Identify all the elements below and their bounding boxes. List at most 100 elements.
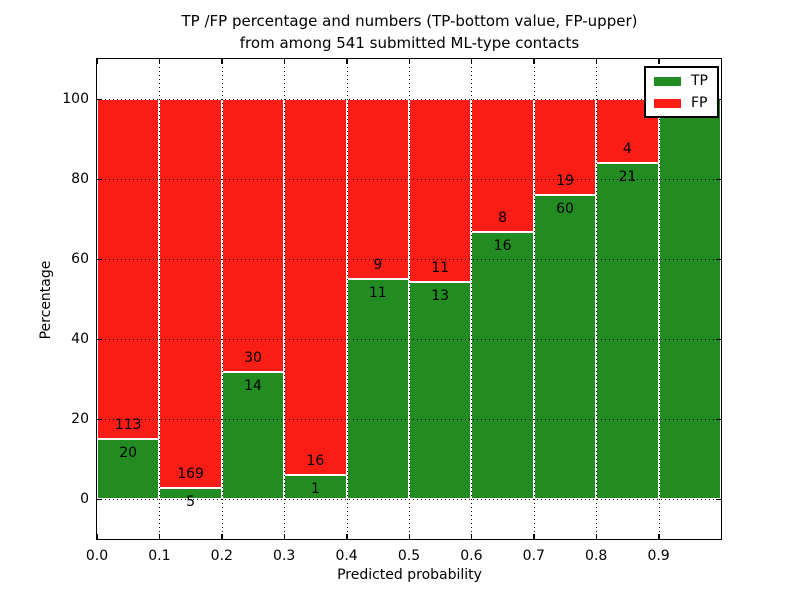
- y-gridline: [97, 339, 721, 340]
- y-tick-label: 100: [62, 91, 89, 107]
- x-gridline: [533, 59, 535, 539]
- chart-title: TP /FP percentage and numbers (TP-bottom…: [97, 10, 722, 54]
- bar-count-label-fp: 113: [114, 416, 142, 433]
- y-tick-right: [716, 178, 721, 180]
- x-tick-bottom: [96, 534, 98, 539]
- bar-count-label-fp: 16: [306, 453, 325, 470]
- bar-count-label-fp: 4: [622, 141, 632, 157]
- x-tick-label: 0.8: [585, 548, 608, 564]
- bar-count-label-tp: 20: [119, 444, 138, 461]
- x-tick-bottom: [533, 534, 535, 539]
- x-tick-bottom: [595, 534, 598, 539]
- x-tick-bottom: [658, 534, 660, 539]
- bar-count-label-tp: 14: [244, 377, 262, 394]
- legend-item-tp: TP: [654, 74, 708, 88]
- x-tick-top: [283, 59, 286, 64]
- x-tick-bottom: [158, 534, 161, 539]
- y-tick-right: [716, 258, 721, 260]
- x-gridline: [471, 59, 473, 539]
- bar-count-label-tp: 16: [493, 238, 512, 255]
- y-tick-label: 80: [71, 171, 89, 187]
- x-tick-top: [658, 59, 660, 64]
- bar-segment-fp: [409, 99, 472, 283]
- x-tick-bottom: [470, 534, 473, 539]
- x-gridline: [284, 59, 286, 539]
- bar-segment-fp: [346, 99, 409, 279]
- x-tick-top: [96, 59, 98, 64]
- x-tick-top: [595, 59, 598, 64]
- x-tick-label: 0.1: [148, 548, 171, 564]
- bar-count-label-fp: 169: [177, 465, 204, 482]
- x-tick-label: 0.7: [522, 548, 545, 564]
- x-gridline: [409, 59, 410, 539]
- bar-segment-tp: [409, 282, 472, 499]
- bar-count-label-tp: 21: [618, 169, 637, 185]
- y-gridline: [97, 179, 721, 180]
- bar-segment-fp: [221, 99, 285, 372]
- x-tick-label: 0.0: [85, 548, 109, 564]
- y-tick-label: 0: [80, 491, 89, 507]
- y-gridline: [97, 419, 721, 420]
- bar-count-label-fp: 30: [244, 349, 262, 366]
- bar-count-label-fp: 11: [431, 260, 450, 277]
- x-gridline: [159, 59, 161, 539]
- x-tick-label: 0.3: [273, 548, 296, 564]
- y-gridline: [97, 99, 721, 100]
- bar-count-label-tp: 1: [310, 481, 320, 498]
- legend-swatch-fp-icon: [654, 98, 681, 108]
- plot-area: TP FP 1132016953014161911111381619604211…: [62, 58, 722, 564]
- bar-segment-tp: [596, 163, 659, 499]
- y-tick-right: [716, 418, 721, 420]
- y-tick-right: [716, 498, 721, 500]
- x-tick-top: [158, 59, 161, 64]
- bar-count-label-fp: 8: [498, 210, 508, 227]
- x-tick-top: [470, 59, 473, 64]
- bar-segment-fp: [97, 99, 160, 439]
- bar-segment-tp: [471, 232, 534, 499]
- x-tick-bottom: [221, 534, 223, 539]
- chart-title-line1: TP /FP percentage and numbers (TP-bottom…: [181, 12, 638, 30]
- x-tick-top: [221, 59, 223, 64]
- legend-box: TP FP: [644, 66, 719, 118]
- bar-count-label-tp: 13: [431, 288, 450, 305]
- y-tick-right: [716, 338, 721, 340]
- y-tick-left: [97, 418, 102, 420]
- x-tick-label: 0.9: [647, 548, 670, 564]
- y-gridline: [97, 499, 721, 500]
- x-tick-bottom: [283, 534, 286, 539]
- x-tick-label: 0.5: [397, 548, 421, 564]
- x-axis-label: Predicted probability: [337, 567, 482, 583]
- x-tick-bottom: [408, 534, 410, 539]
- bar-segment-tp: [533, 195, 597, 499]
- y-gridline: [97, 259, 721, 260]
- y-axis-label: Percentage: [38, 260, 54, 340]
- chart-title-line2: from among 541 submitted ML-type contact…: [239, 34, 580, 52]
- y-tick-left: [97, 258, 102, 260]
- y-tick-left: [97, 498, 102, 500]
- x-tick-label: 0.6: [460, 548, 483, 564]
- x-tick-top: [533, 59, 535, 64]
- legend-label-fp: FP: [691, 95, 708, 111]
- x-tick-label: 0.4: [335, 548, 358, 564]
- y-tick-left: [97, 338, 102, 340]
- bar-segment-tp: [97, 438, 160, 499]
- bar-count-label-fp: 9: [373, 257, 383, 273]
- bar-segment-tp: [658, 99, 721, 499]
- bar-count-label-tp: 5: [186, 493, 196, 510]
- y-tick-left: [97, 98, 102, 100]
- x-gridline: [346, 59, 348, 539]
- x-gridline: [658, 59, 660, 539]
- x-gridline: [596, 59, 598, 539]
- y-tick-left: [97, 178, 102, 180]
- bar-count-label-tp: 11: [368, 285, 387, 301]
- x-gridline: [221, 59, 223, 539]
- y-tick-label: 60: [71, 251, 89, 267]
- x-tick-label: 0.2: [210, 548, 233, 564]
- bar-count-label-tp: 60: [556, 201, 574, 218]
- x-tick-bottom: [346, 534, 348, 539]
- x-tick-top: [346, 59, 348, 64]
- legend-label-tp: TP: [691, 73, 708, 89]
- x-tick-top: [408, 59, 410, 64]
- y-tick-label: 20: [71, 411, 89, 427]
